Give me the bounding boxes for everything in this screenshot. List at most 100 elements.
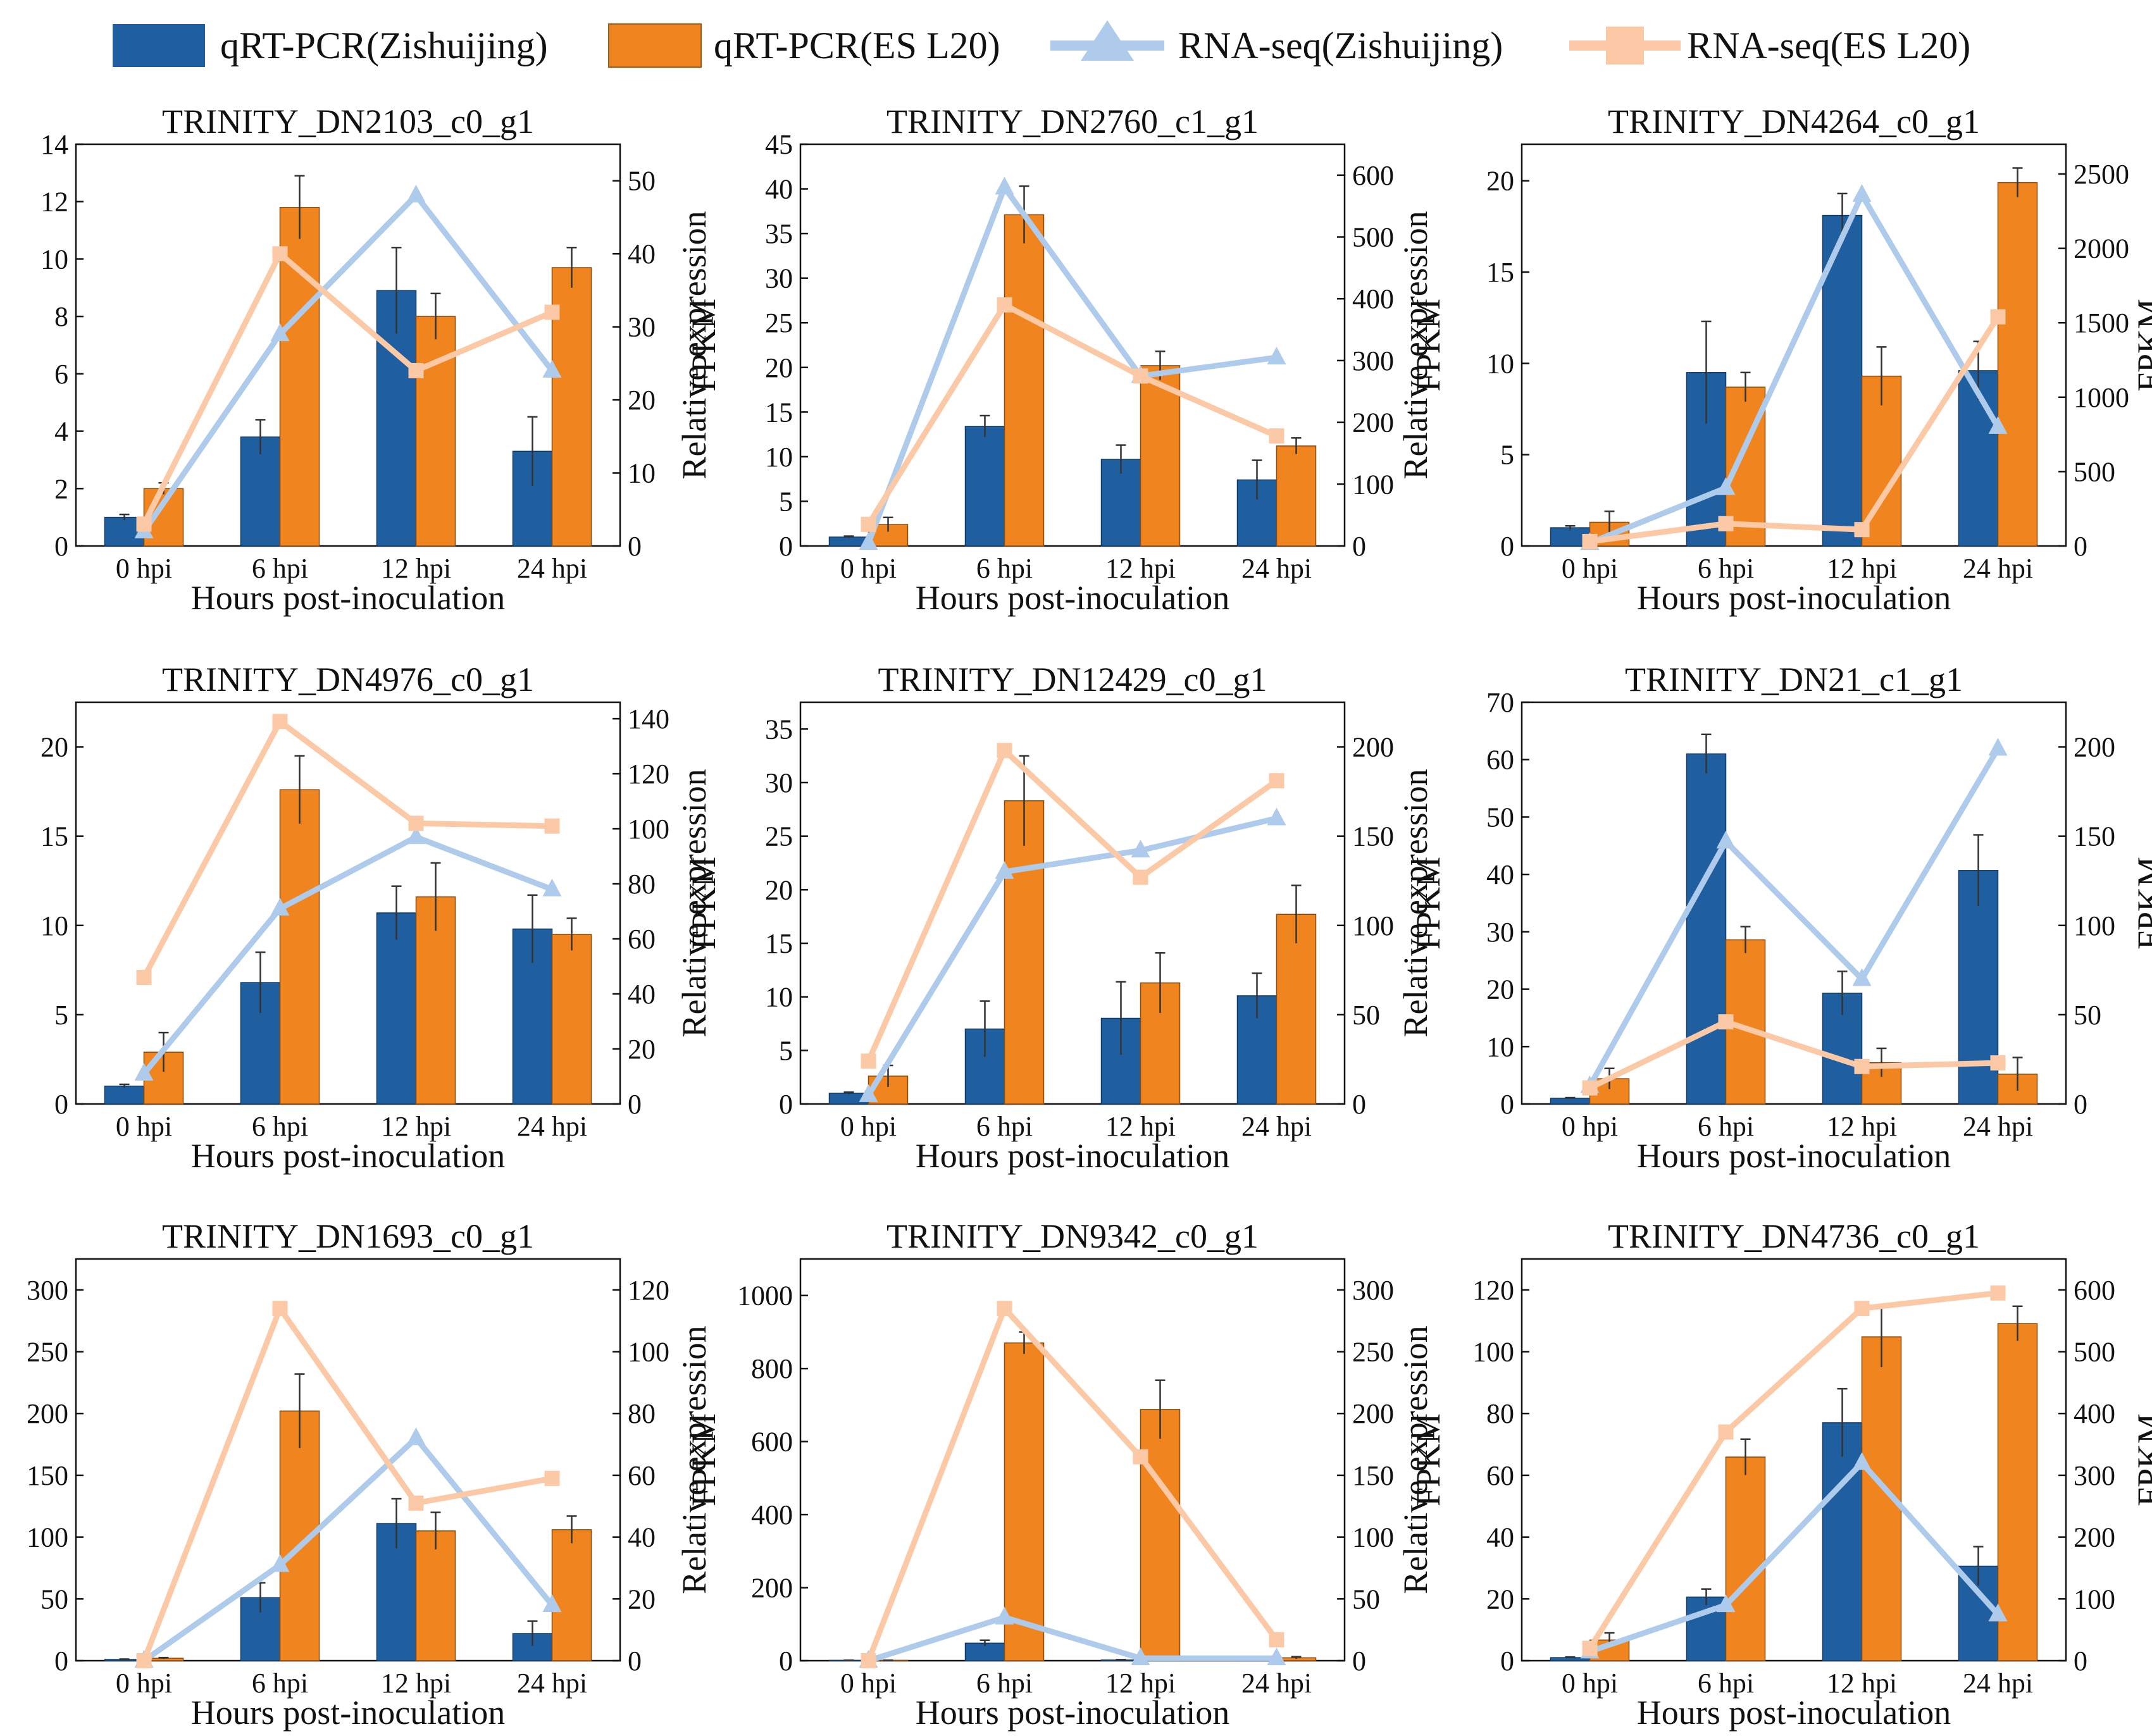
legend-marker-triangle-icon <box>1081 20 1134 61</box>
y-tick-label: 1000 <box>737 1280 793 1311</box>
y2-tick-label: 1500 <box>2074 307 2129 338</box>
point-square <box>544 1470 560 1486</box>
bar-esl20 <box>279 207 320 547</box>
y-tick-label: 0 <box>54 1646 68 1677</box>
legend-swatch-qrtpcr-zishuijing <box>113 24 205 67</box>
line-rnaseq-esl20 <box>866 1305 1279 1662</box>
chart-title: TRINITY_DN12429_c0_g1 <box>878 660 1267 698</box>
point-square <box>861 516 876 532</box>
y-tick-label: 35 <box>765 218 793 249</box>
y2-tick-label: 40 <box>628 979 656 1010</box>
y-tick-label: 10 <box>765 442 793 473</box>
x-tick-label: 24 hpi <box>1241 1111 1312 1142</box>
y2-tick-label: 500 <box>1352 222 1394 253</box>
y2-tick-label: 40 <box>628 239 656 270</box>
x-tick-label: 6 hpi <box>252 1668 308 1699</box>
y2-tick-label: 200 <box>1352 732 1394 763</box>
bar-esl20 <box>1276 914 1317 1105</box>
x-axis-label: Hours post-inoculation <box>191 1694 505 1732</box>
chart-title: TRINITY_DN4736_c0_g1 <box>1608 1217 1980 1255</box>
y-tick-label: 30 <box>1486 917 1514 948</box>
y-tick-label: 0 <box>1500 1646 1514 1677</box>
point-square <box>408 363 424 378</box>
y2-tick-label: 60 <box>628 924 656 955</box>
bar-esl20 <box>1004 1342 1045 1661</box>
point-triangle <box>995 861 1014 879</box>
line-rnaseq-zishuijing <box>1587 747 2001 1088</box>
y2-tick-label: 0 <box>1352 1646 1366 1677</box>
point-triangle <box>1988 416 2008 434</box>
point-square <box>1718 516 1734 531</box>
bar-esl20 <box>1997 1323 2038 1661</box>
line-rnaseq-zishuijing <box>866 815 1278 1097</box>
x-tick-label: 0 hpi <box>840 1111 897 1142</box>
y-tick-label: 0 <box>779 1646 793 1677</box>
y2-tick-label: 30 <box>628 312 656 343</box>
y-tick-label: 14 <box>40 129 68 160</box>
y2-tick-label: 2500 <box>2074 159 2129 190</box>
point-square <box>1718 1424 1734 1440</box>
plot-frame <box>75 701 621 1105</box>
panel-grid: TRINITY_DN2103_c0_g102468101214010203040… <box>27 102 2152 1732</box>
y-tick-label: 5 <box>54 1000 68 1031</box>
y2-axis-label: FPKM <box>1409 857 1447 950</box>
point-square <box>1854 1301 1870 1317</box>
y2-tick-label: 50 <box>2074 1000 2101 1031</box>
point-triangle <box>1988 1603 2008 1621</box>
point-square <box>272 246 288 262</box>
y2-tick-label: 600 <box>2074 1275 2115 1306</box>
point-triangle <box>1988 738 2008 756</box>
x-tick-label: 6 hpi <box>252 553 308 584</box>
chart-panel-3: TRINITY_DN4264_c0_g1 0 5 10 15 20 0 500 1000 1500… <box>1396 102 2152 617</box>
x-tick-label: 24 hpi <box>1241 553 1312 584</box>
point-triangle <box>1716 831 1736 849</box>
x-tick-label: 0 hpi <box>116 1668 172 1699</box>
x-tick-label: 0 hpi <box>840 553 897 584</box>
bar-esl20 <box>551 934 592 1105</box>
bar-esl20 <box>1004 800 1045 1105</box>
legend: qRT-PCR(Zishuijing) qRT-PCR(ES L20) RNA-… <box>113 20 1970 68</box>
line-rnaseq-zishuijing <box>141 192 555 533</box>
y2-tick-label: 0 <box>628 1089 642 1120</box>
x-tick-label: 0 hpi <box>1562 1668 1618 1699</box>
point-square <box>1854 1058 1870 1074</box>
y2-tick-label: 50 <box>1352 1000 1380 1031</box>
line-rnaseq-esl20 <box>1589 315 2001 545</box>
y-tick-label: 400 <box>751 1499 793 1530</box>
x-tick-label: 24 hpi <box>1963 553 2033 584</box>
y-tick-label: 300 <box>27 1275 68 1306</box>
y-tick-label: 8 <box>54 301 68 332</box>
x-tick-label: 6 hpi <box>1698 553 1754 584</box>
y2-tick-label: 0 <box>2074 1646 2087 1677</box>
plot-frame <box>75 143 621 547</box>
y-tick-label: 4 <box>54 416 68 447</box>
y2-axis-label: FPKM <box>2130 1413 2152 1506</box>
y2-tick-label: 150 <box>1352 1460 1394 1491</box>
chart-title: TRINITY_DN4264_c0_g1 <box>1608 102 1980 140</box>
y-axis-label: Relative expression <box>675 769 713 1037</box>
point-square <box>1990 309 2006 325</box>
y2-tick-label: 2000 <box>2074 233 2129 264</box>
point-square <box>1269 1632 1284 1647</box>
plot-frame <box>799 1258 1346 1662</box>
bar-esl20 <box>415 1530 456 1661</box>
line-rnaseq-esl20 <box>1587 1290 1999 1650</box>
x-tick-label: 6 hpi <box>1698 1111 1754 1142</box>
x-tick-label: 0 hpi <box>1562 1111 1618 1142</box>
y-tick-label: 5 <box>1500 440 1514 471</box>
y-tick-label: 20 <box>1486 1584 1514 1615</box>
x-axis-label: Hours post-inoculation <box>1637 1694 1951 1732</box>
plot-frame <box>799 143 1346 547</box>
x-tick-label: 12 hpi <box>381 553 451 584</box>
legend-swatch-qrtpcr-esl20 <box>608 23 702 68</box>
y2-tick-label: 150 <box>2074 821 2115 852</box>
x-tick-label: 12 hpi <box>381 1111 451 1142</box>
point-square <box>1269 773 1284 789</box>
x-axis-label: Hours post-inoculation <box>191 579 505 617</box>
y-tick-label: 5 <box>779 1035 793 1066</box>
y-tick-label: 60 <box>1486 745 1514 776</box>
y-tick-label: 0 <box>54 531 68 562</box>
y-tick-label: 30 <box>765 263 793 294</box>
point-square <box>1269 428 1284 444</box>
y2-tick-label: 50 <box>1352 1584 1380 1615</box>
